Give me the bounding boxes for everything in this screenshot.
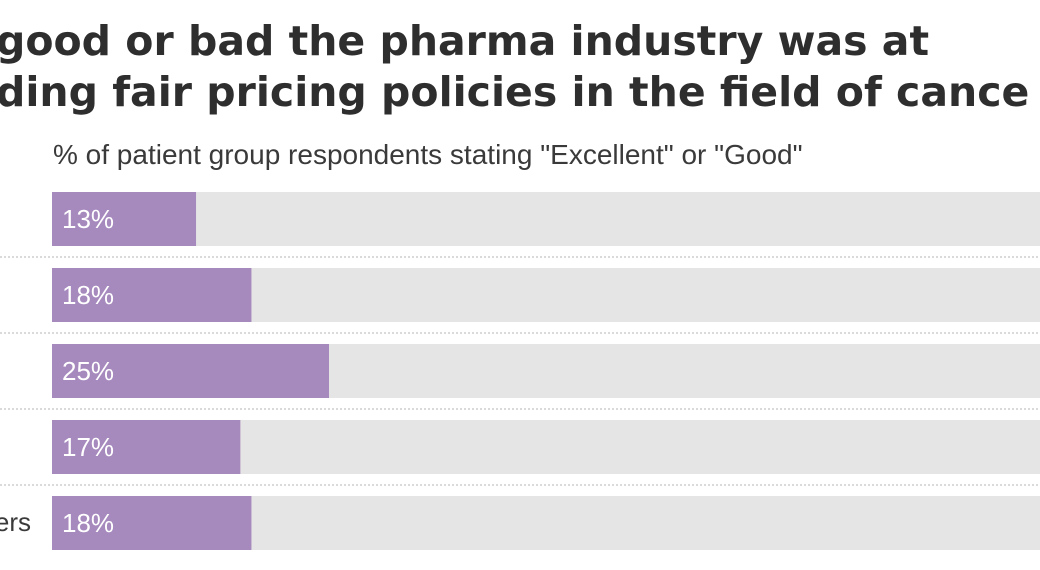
bar <box>52 192 197 246</box>
bar-value-label: 13% <box>62 204 114 234</box>
bar-value-label: 18% <box>62 508 114 538</box>
bar-track <box>52 192 1040 246</box>
chart-title-line-2: ding fair pricing policies in the field … <box>0 68 1030 116</box>
category-label: ers <box>0 507 31 537</box>
chart-title-line-1: good or bad the pharma industry was at <box>0 17 930 65</box>
bar <box>52 268 252 322</box>
bar-value-label: 17% <box>62 432 114 462</box>
bar-value-label: 18% <box>62 280 114 310</box>
chart-subtitle: % of patient group respondents stating "… <box>53 139 803 170</box>
bar-value-label: 25% <box>62 356 114 386</box>
bar <box>52 344 329 398</box>
bar <box>52 420 241 474</box>
bar <box>52 496 252 550</box>
